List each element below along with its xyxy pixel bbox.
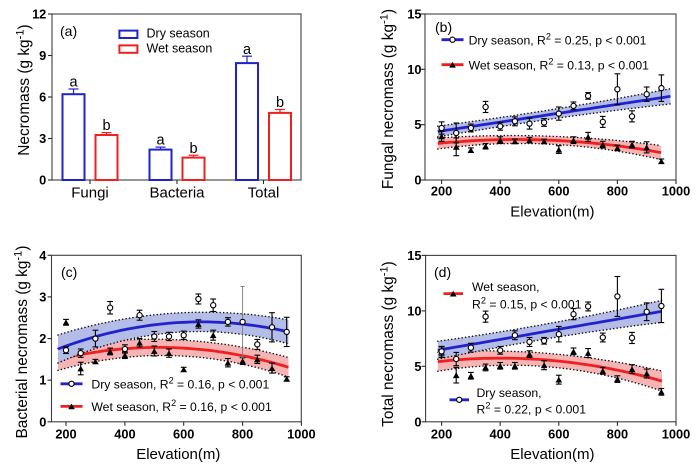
svg-text:Necromass (g kg-1): Necromass (g kg-1)	[15, 24, 34, 155]
svg-text:5: 5	[414, 117, 421, 132]
svg-text:Fungi: Fungi	[71, 185, 109, 202]
svg-text:400: 400	[490, 426, 511, 441]
svg-text:0: 0	[414, 414, 421, 429]
svg-text:5: 5	[414, 359, 421, 374]
svg-text:200: 200	[431, 426, 452, 441]
svg-text:a: a	[69, 75, 78, 91]
svg-text:0: 0	[39, 173, 46, 188]
svg-text:3: 3	[39, 131, 46, 146]
svg-text:800: 800	[607, 184, 628, 199]
svg-text:1: 1	[39, 373, 46, 388]
svg-text:1000: 1000	[287, 426, 315, 441]
svg-text:9: 9	[39, 48, 46, 63]
svg-text:600: 600	[548, 426, 569, 441]
svg-text:6: 6	[39, 90, 46, 105]
svg-text:Bacterial necromass (g kg-1): Bacterial necromass (g kg-1)	[13, 245, 32, 438]
svg-text:400: 400	[114, 426, 135, 441]
svg-text:Dry season: Dry season	[147, 27, 210, 41]
svg-text:10: 10	[407, 62, 421, 77]
svg-text:(d): (d)	[434, 264, 451, 280]
svg-text:Wet season, R2 = 0.13, p < 0.0: Wet season, R2 = 0.13, p < 0.001	[469, 56, 650, 72]
svg-text:Elevation(m): Elevation(m)	[136, 446, 220, 463]
svg-text:15: 15	[407, 248, 421, 263]
svg-text:Wet season, R2 = 0.16, p < 0.0: Wet season, R2 = 0.16, p < 0.001	[91, 398, 272, 414]
svg-text:Dry season, R2 = 0.16, p < 0.0: Dry season, R2 = 0.16, p < 0.001	[91, 376, 269, 392]
svg-text:600: 600	[548, 184, 569, 199]
svg-text:(c): (c)	[61, 264, 77, 280]
svg-text:200: 200	[431, 184, 452, 199]
svg-text:1000: 1000	[662, 184, 690, 199]
svg-text:Bacteria: Bacteria	[149, 185, 205, 202]
svg-text:a: a	[156, 133, 165, 149]
svg-text:b: b	[102, 118, 110, 134]
svg-text:Total: Total	[248, 185, 280, 202]
svg-text:Total necromass (g kg-1): Total necromass (g kg-1)	[379, 261, 398, 427]
svg-text:Elevation(m): Elevation(m)	[510, 446, 594, 463]
svg-text:Wet season: Wet season	[147, 41, 213, 55]
svg-text:15: 15	[407, 7, 421, 22]
svg-text:0: 0	[414, 173, 421, 188]
svg-text:2: 2	[39, 331, 46, 346]
svg-text:(a): (a)	[60, 23, 77, 39]
svg-text:3: 3	[39, 289, 46, 304]
svg-text:Wet season,: Wet season,	[472, 280, 540, 294]
svg-text:400: 400	[490, 184, 511, 199]
svg-text:(b): (b)	[435, 19, 452, 35]
svg-text:0: 0	[39, 414, 46, 429]
svg-text:Elevation(m): Elevation(m)	[510, 204, 594, 221]
svg-text:800: 800	[607, 426, 628, 441]
svg-text:b: b	[276, 95, 284, 111]
svg-text:600: 600	[173, 426, 194, 441]
svg-text:a: a	[243, 42, 252, 58]
svg-text:R2 = 0.15, p < 0.001: R2 = 0.15, p < 0.001	[472, 295, 582, 311]
svg-text:R2 = 0.22, p < 0.001: R2 = 0.22, p < 0.001	[477, 400, 587, 416]
svg-text:800: 800	[232, 426, 253, 441]
svg-text:4: 4	[39, 248, 47, 263]
svg-text:Fungal necromass (g kg-1): Fungal necromass (g kg-1)	[379, 9, 398, 189]
svg-text:b: b	[189, 141, 197, 157]
svg-text:1000: 1000	[662, 426, 690, 441]
svg-text:12: 12	[32, 7, 46, 22]
svg-text:10: 10	[407, 303, 421, 318]
svg-text:Dry season, R2 = 0.25, p < 0.0: Dry season, R2 = 0.25, p < 0.001	[469, 31, 647, 47]
svg-text:Dry season,: Dry season,	[477, 386, 542, 400]
svg-text:200: 200	[55, 426, 76, 441]
